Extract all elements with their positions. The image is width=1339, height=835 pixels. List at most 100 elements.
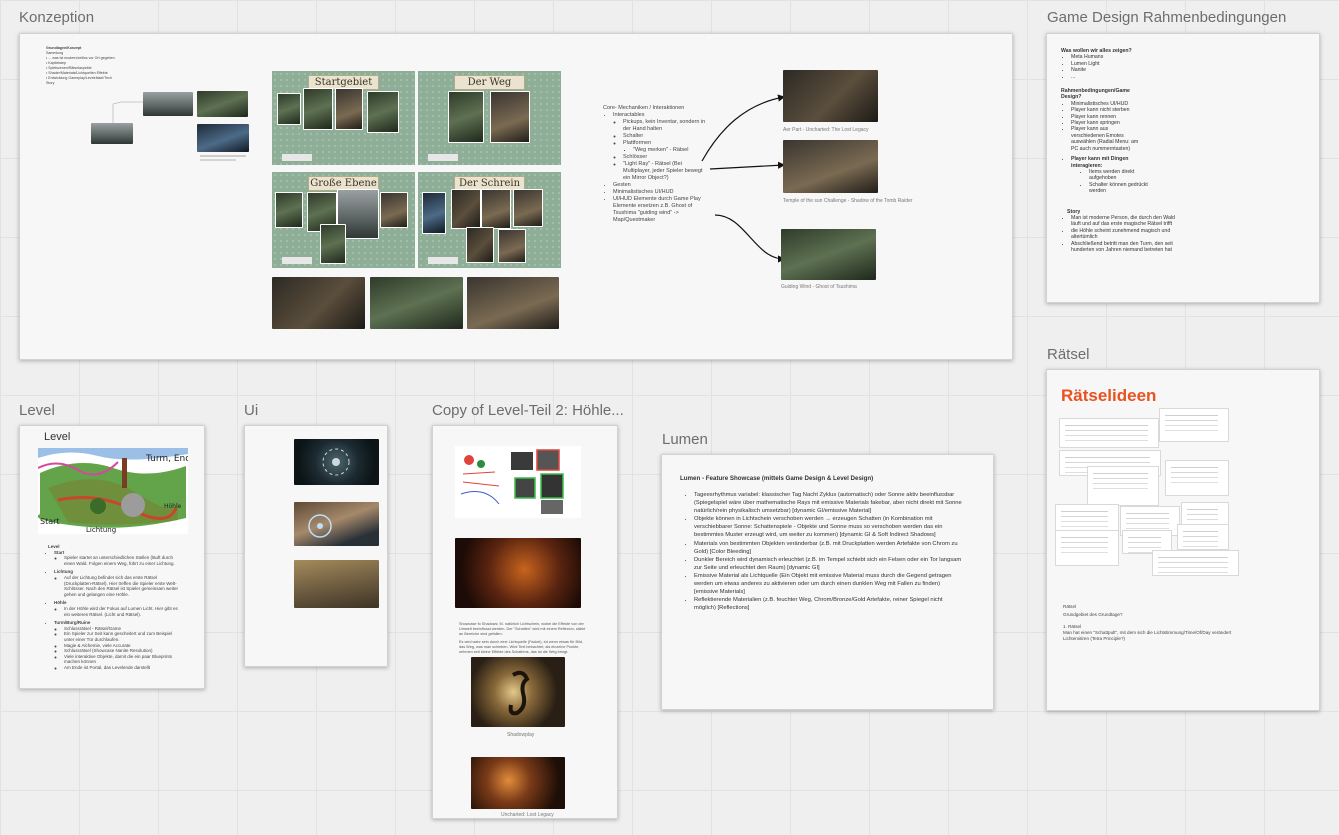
mood-image[interactable]	[197, 91, 248, 117]
core-sub-item: Schalter	[623, 133, 708, 140]
polaroid-image[interactable]	[303, 88, 333, 130]
frame-title-copylevel[interactable]: Copy of Level-Teil 2: Höhle...	[432, 402, 624, 419]
cave-image[interactable]	[455, 538, 581, 608]
moodboard-grosse-ebene[interactable]: Große Ebene	[272, 172, 415, 268]
core-sub-item: Plattformen	[623, 140, 652, 146]
gd-story-item: Abschließend betritt man den Turm, den s…	[1071, 241, 1183, 254]
polaroid-image[interactable]	[320, 224, 346, 264]
polaroid-image[interactable]	[498, 229, 526, 263]
sketch-note[interactable]	[1177, 524, 1229, 550]
polaroid-image[interactable]	[367, 91, 399, 133]
frame-raetsel[interactable]: Rätselideen Rätsel Grundgebiet des Grund…	[1046, 369, 1320, 711]
reference-image[interactable]	[783, 70, 878, 122]
frame-gamedesign[interactable]: Was wollen wir alles zeigen? Meta Humans…	[1046, 33, 1320, 303]
gd-item: Nanite	[1071, 67, 1309, 73]
note-line: • Kapitelstep	[46, 61, 67, 65]
gd-item: Player kann aus verschiedenen Emotes aus…	[1071, 126, 1141, 152]
ui-screenshot[interactable]	[294, 502, 379, 546]
sketch-note[interactable]	[1159, 408, 1229, 442]
frame-title-raetsel[interactable]: Rätsel	[1047, 346, 1090, 363]
sketch-note[interactable]	[1059, 418, 1159, 448]
level-sub-item: Spieler startet an unterschiedlichen Ste…	[64, 555, 180, 566]
frame-lumen[interactable]: Lumen - Feature Showcase (mittels Game D…	[661, 454, 994, 710]
raetsel-line: Man hat einen "Schattpult", mit dem sich…	[1063, 630, 1232, 635]
note-line: • Entwicklung Gameplay/Levelrätsel/Tech	[46, 76, 112, 80]
sketch-note[interactable]	[1055, 530, 1119, 566]
level-item: Turm/Burg/Ruine	[54, 620, 91, 626]
gd-item: ...	[1071, 74, 1309, 80]
shadowplay-image[interactable]	[471, 657, 565, 727]
raetsel-line: Grundgebiet des Grundtage?	[1063, 612, 1123, 617]
polaroid-image[interactable]	[490, 91, 530, 143]
lumen-item: Objekte können in Lichtschein verschoben…	[694, 515, 964, 539]
sticky-note[interactable]	[428, 257, 458, 264]
puzzle-sketch[interactable]	[455, 446, 581, 518]
gd-story-item: Man ist moderne Person, die durch den Wa…	[1071, 215, 1183, 228]
polaroid-image[interactable]	[422, 192, 446, 234]
frame-title-konzeption[interactable]: Konzeption	[19, 9, 95, 26]
raetsel-line: 1. Rätsel	[1063, 624, 1082, 629]
polaroid-image[interactable]	[335, 88, 363, 130]
game-screenshot[interactable]	[467, 277, 559, 329]
sticky-note[interactable]	[428, 154, 458, 161]
level-sub-item: Schlussrätsel - Rätsel/Game	[64, 626, 180, 632]
sticky-note[interactable]	[282, 154, 312, 161]
polaroid-image[interactable]	[513, 189, 543, 227]
polaroid-image[interactable]	[451, 189, 481, 229]
gd-item: Lumen Light	[1071, 61, 1309, 67]
polaroid-image[interactable]	[277, 93, 301, 125]
lumen-item: Dunkler Bereich wird dynamisch erleuchte…	[694, 556, 964, 572]
radial-menu-icon	[322, 448, 350, 476]
core-item: Interactables	[613, 112, 645, 118]
frame-title-level[interactable]: Level	[19, 402, 55, 419]
frame-title-lumen[interactable]: Lumen	[662, 431, 708, 448]
frame-level[interactable]: Level Turm, Ende Start Höhle Lichtung Le…	[19, 425, 205, 689]
polaroid-image[interactable]	[481, 189, 511, 229]
core-sub-item: "Light Ray" - Rätsel (Bei Multiplayer, j…	[623, 161, 708, 182]
gd-heading: Was wollen wir alles zeigen?	[1061, 48, 1132, 54]
sketch-note[interactable]	[1055, 504, 1119, 532]
moodboard-der-schrein[interactable]: Der Schrein	[418, 172, 561, 268]
level-sub-item: Ein Spieler zur Seit kann gescheitert un…	[64, 631, 180, 642]
gd-item: Meta Humans	[1071, 54, 1309, 60]
note-line: Story	[46, 81, 55, 85]
frame-copylevel[interactable]: Showcase fo Shadows: M. natürlich Lichts…	[432, 425, 618, 819]
ui-radial-menu-image[interactable]	[294, 439, 379, 485]
moodboard-startgebiet[interactable]: Startgebiet	[272, 71, 415, 165]
sketch-note[interactable]	[1087, 466, 1159, 506]
frame-konzeption[interactable]: Grundlagen/Konzept Sammlung • ... was is…	[19, 33, 1013, 360]
polaroid-image[interactable]	[466, 227, 494, 263]
reference-image[interactable]	[783, 140, 878, 193]
mood-image[interactable]	[143, 92, 193, 116]
sheet-title: Der Weg	[454, 75, 525, 90]
reference-caption: Aer Part - Uncharted: The Lost Legacy	[783, 127, 869, 133]
game-screenshot[interactable]	[370, 277, 463, 329]
sketch-note[interactable]	[1165, 460, 1229, 496]
level-sub-item: Am Ende ist Portal, das Levelende darste…	[64, 665, 180, 671]
frame-ui[interactable]	[244, 425, 388, 667]
lumen-item: Emissive Material als Lichtquelle (Ein O…	[694, 572, 964, 596]
polaroid-image[interactable]	[337, 189, 379, 239]
ui-screenshot[interactable]	[294, 560, 379, 608]
polaroid-image[interactable]	[380, 192, 408, 228]
polaroid-image[interactable]	[448, 91, 484, 143]
raetsel-line: Lichtemitiren (Tetra Principle?)	[1063, 636, 1126, 641]
reference-image[interactable]	[781, 229, 876, 280]
game-screenshot[interactable]	[272, 277, 365, 329]
sticky-note[interactable]	[282, 257, 312, 264]
uncharted-image[interactable]	[471, 757, 565, 809]
map-label-turm: Turm, Ende	[145, 454, 188, 464]
copylevel-paragraph: Showcase fo Shadows: M. natürlich Lichts…	[459, 622, 586, 636]
gd-item: Player kann mit Dingen interagieren:	[1071, 156, 1141, 169]
level-list: Level Start Spieler startet an unterschi…	[42, 544, 180, 670]
sketch-note[interactable]	[1152, 550, 1239, 576]
raetsel-line: Rätsel	[1063, 604, 1077, 609]
level-map[interactable]: Turm, Ende Start Höhle Lichtung	[38, 448, 188, 534]
gd-item: Minimalistisches UI/HUD	[1071, 101, 1141, 107]
frame-title-ui[interactable]: Ui	[244, 402, 259, 419]
mood-image[interactable]	[91, 123, 133, 144]
polaroid-image[interactable]	[275, 192, 303, 228]
moodboard-der-weg[interactable]: Der Weg	[418, 71, 561, 165]
frame-title-gamedesign[interactable]: Game Design Rahmenbedingungen	[1047, 9, 1287, 26]
mood-image[interactable]	[197, 124, 249, 152]
